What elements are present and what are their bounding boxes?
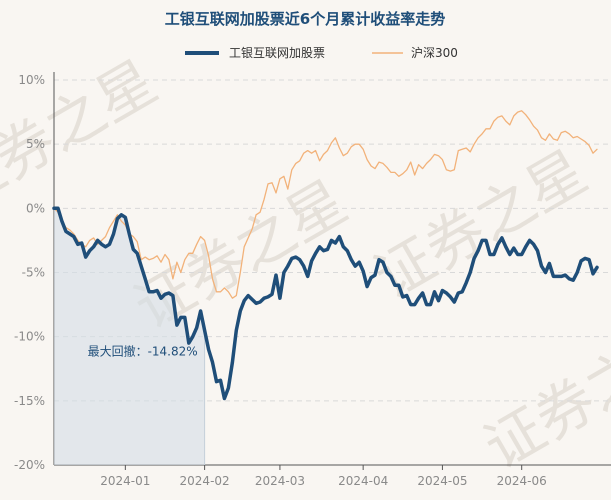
x-tick-label: 2024-04 [338,474,388,488]
y-axis: 10% 5% 0% -5% -10% -15% -20% [14,73,45,472]
legend-label-fund: 工银互联网加股票 [229,46,325,60]
x-tick-label: 2024-02 [180,474,230,488]
x-tick-label: 2024-05 [417,474,467,488]
legend-label-index: 沪深300 [411,46,458,60]
y-tick-label: 10% [18,73,45,87]
x-tick-label: 2024-06 [497,474,547,488]
y-tick-label: -5% [22,266,45,280]
drawdown-area [54,208,205,466]
legend: 工银互联网加股票 沪深300 [185,46,458,60]
x-tick-label: 2024-03 [255,474,305,488]
y-tick-label: -10% [14,330,45,344]
watermark-text-3: 证券之星 [473,307,611,482]
y-tick-label: -20% [14,458,45,472]
x-tick-label: 2024-01 [100,474,150,488]
series-line-index [53,110,598,299]
chart-title: 工银互联网加股票近6个月累计收益率走势 [165,10,445,28]
series-line-fund [52,206,599,401]
series-layer [52,110,599,401]
y-tick-label: 5% [26,137,45,151]
drawdown-label: 最大回撤：-14.82% [88,343,198,358]
y-tick-label: 0% [26,201,45,215]
y-tick-label: -15% [14,394,45,408]
